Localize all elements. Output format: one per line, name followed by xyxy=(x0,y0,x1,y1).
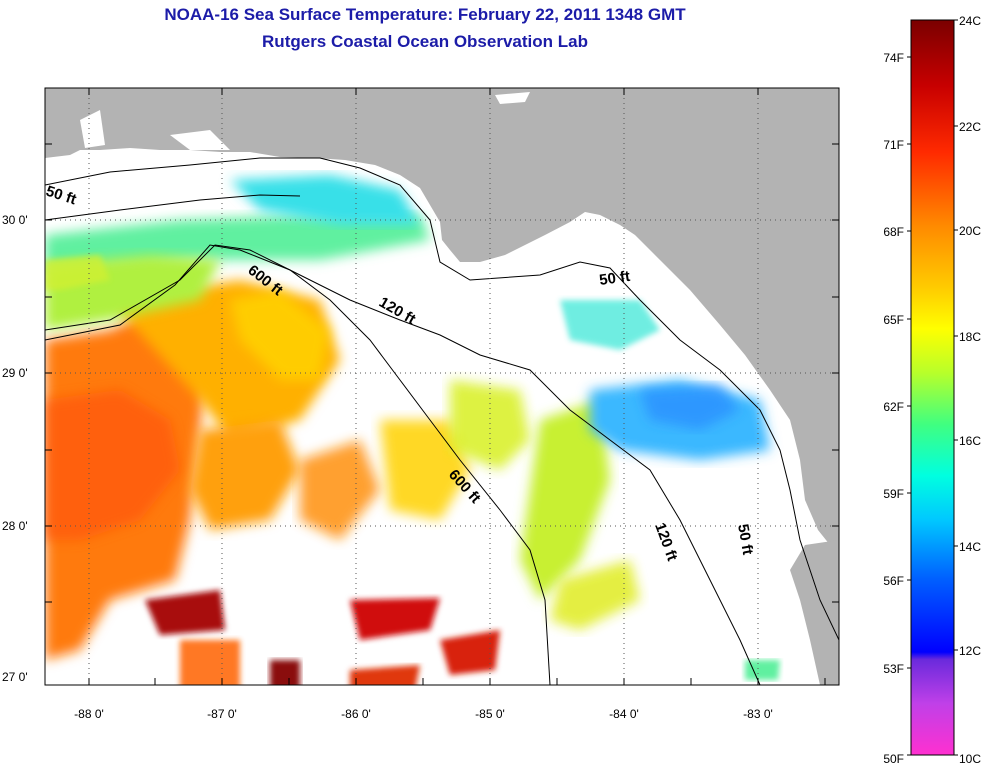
colorbar-fahrenheit-label: 59F xyxy=(883,487,904,501)
bathymetry-contours xyxy=(45,157,839,685)
colorbar-celsius-label: 20C xyxy=(959,224,981,238)
axis-ticks xyxy=(45,88,839,685)
depth-label: 50 ft xyxy=(734,523,756,556)
colorbar-fahrenheit-label: 68F xyxy=(883,225,904,239)
colorbar-fahrenheit-label: 74F xyxy=(883,51,904,65)
lon-tick-label: -87 0' xyxy=(207,707,237,721)
colorbar: 24C 22C 20C 18C 16C 14C 12C 10C 74F 71F … xyxy=(883,14,981,766)
lon-tick-label: -85 0' xyxy=(475,707,505,721)
colorbar-gradient xyxy=(910,19,955,756)
lon-tick-label: -88 0' xyxy=(74,707,104,721)
depth-label: 50 ft xyxy=(598,268,631,289)
lon-tick-label: -83 0' xyxy=(743,707,773,721)
colorbar-fahrenheit-label: 62F xyxy=(883,400,904,414)
colorbar-fahrenheit-label: 56F xyxy=(883,574,904,588)
lake xyxy=(495,92,530,104)
map-title: NOAA-16 Sea Surface Temperature: Februar… xyxy=(164,5,686,24)
lat-tick-label: 30 0' xyxy=(2,213,28,227)
bay xyxy=(80,110,105,148)
colorbar-fahrenheit-label: 50F xyxy=(883,752,904,766)
land-peninsula xyxy=(790,540,839,685)
lon-tick-label: -86 0' xyxy=(341,707,371,721)
bay xyxy=(170,130,230,150)
colorbar-fahrenheit-label: 65F xyxy=(883,313,904,327)
colorbar-celsius-label: 24C xyxy=(959,14,981,28)
map-subtitle: Rutgers Coastal Ocean Observation Lab xyxy=(262,32,588,51)
land-mass xyxy=(45,88,839,545)
colorbar-celsius-label: 22C xyxy=(959,120,981,134)
colorbar-celsius-label: 14C xyxy=(959,540,981,554)
colorbar-fahrenheit-label: 53F xyxy=(883,662,904,676)
colorbar-celsius-label: 16C xyxy=(959,434,981,448)
lat-tick-label: 29 0' xyxy=(2,366,28,380)
plot-frame xyxy=(44,87,840,686)
lat-tick-label: 27 0' xyxy=(2,670,28,684)
colorbar-celsius-label: 18C xyxy=(959,330,981,344)
colorbar-fahrenheit-label: 71F xyxy=(883,138,904,152)
colorbar-celsius-label: 12C xyxy=(959,644,981,658)
colorbar-celsius-label: 10C xyxy=(959,752,981,766)
lon-tick-label: -84 0' xyxy=(609,707,639,721)
lat-tick-label: 28 0' xyxy=(2,519,28,533)
